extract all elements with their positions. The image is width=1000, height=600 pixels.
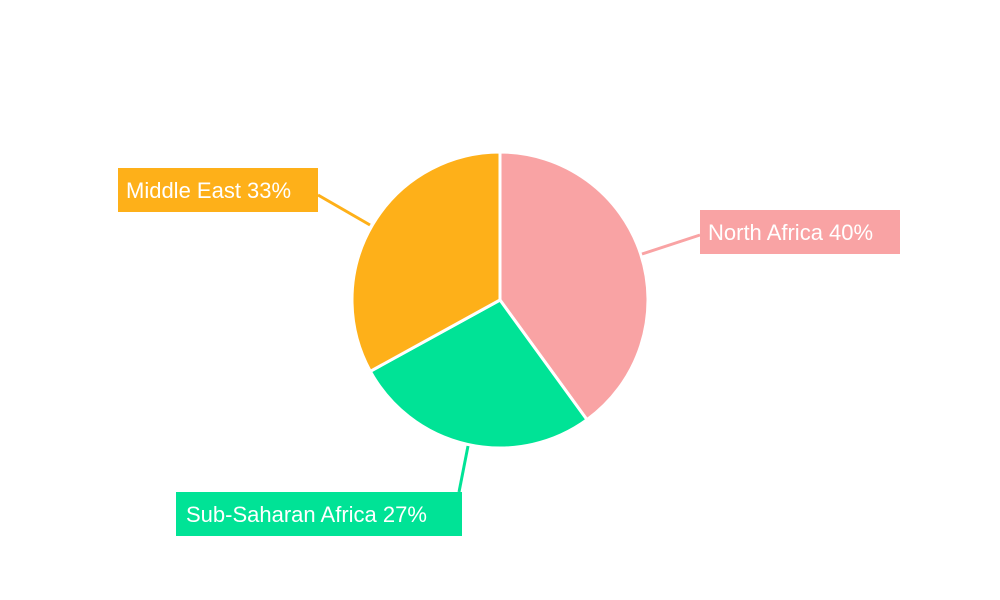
slice-label: Middle East 33%	[126, 178, 291, 203]
label-middle-east: Middle East 33%	[118, 168, 371, 227]
slice-label: Sub-Saharan Africa 27%	[186, 502, 427, 527]
label-box	[700, 210, 900, 254]
slice-label: North Africa 40%	[708, 220, 873, 245]
label-box	[176, 492, 462, 536]
pie-slice-sub-saharan-africa	[368, 298, 590, 450]
pie-slice-middle-east	[350, 150, 502, 374]
leader-line	[641, 233, 701, 256]
leader-line	[317, 193, 371, 227]
label-box	[118, 168, 318, 212]
label-sub-saharan-africa: Sub-Saharan Africa 27%	[176, 445, 470, 536]
label-north-africa: North Africa 40%	[641, 210, 900, 256]
leader-line	[457, 445, 470, 493]
pie-slice-north-africa	[498, 150, 650, 422]
